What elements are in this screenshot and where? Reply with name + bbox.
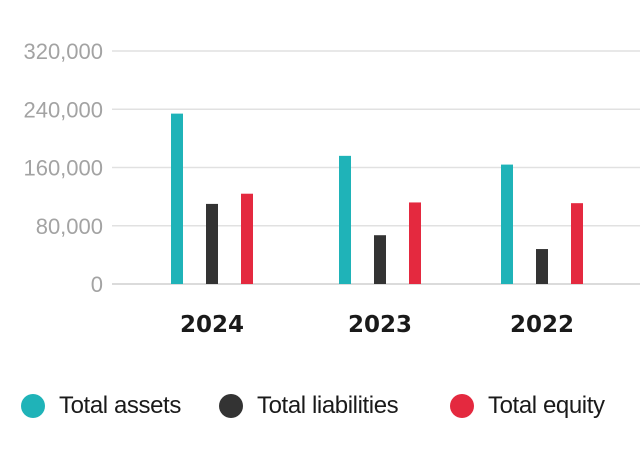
legend-item-total-liabilities: Total liabilities (219, 386, 399, 426)
bar-total-equity (571, 203, 583, 284)
x-category-label: 2022 (510, 312, 574, 338)
y-tick-label: 320,000 (23, 39, 103, 64)
bar-total-assets (501, 164, 513, 284)
bar-total-equity (409, 202, 421, 284)
legend-label-total-liabilities: Total liabilities (257, 392, 399, 419)
legend-swatch-total-equity (450, 394, 474, 418)
legend-item-total-assets: Total assets (21, 386, 181, 426)
bar-total-assets (171, 113, 183, 285)
x-category-label: 2024 (180, 312, 244, 338)
legend: Total assets Total liabilities Total equ… (0, 386, 640, 426)
y-tick-label: 240,000 (23, 97, 103, 122)
bar-total-equity (241, 193, 253, 284)
bar-total-liabilities (536, 249, 548, 284)
bar-chart: 0 80,000 160,000 240,000 320,000 2024 2023 2022 (23, 39, 640, 338)
y-tick-label: 0 (91, 272, 103, 297)
legend-item-total-equity: Total equity (450, 386, 605, 426)
legend-label-total-equity: Total equity (488, 392, 605, 419)
bar-total-liabilities (374, 235, 386, 284)
bar-total-assets (339, 155, 351, 284)
legend-swatch-total-liabilities (219, 394, 243, 418)
y-tick-label: 80,000 (36, 214, 103, 239)
legend-swatch-total-assets (21, 394, 45, 418)
x-category-label: 2023 (348, 312, 412, 338)
bar-total-liabilities (206, 203, 218, 284)
legend-label-total-assets: Total assets (59, 392, 181, 419)
y-tick-label: 160,000 (23, 156, 103, 181)
